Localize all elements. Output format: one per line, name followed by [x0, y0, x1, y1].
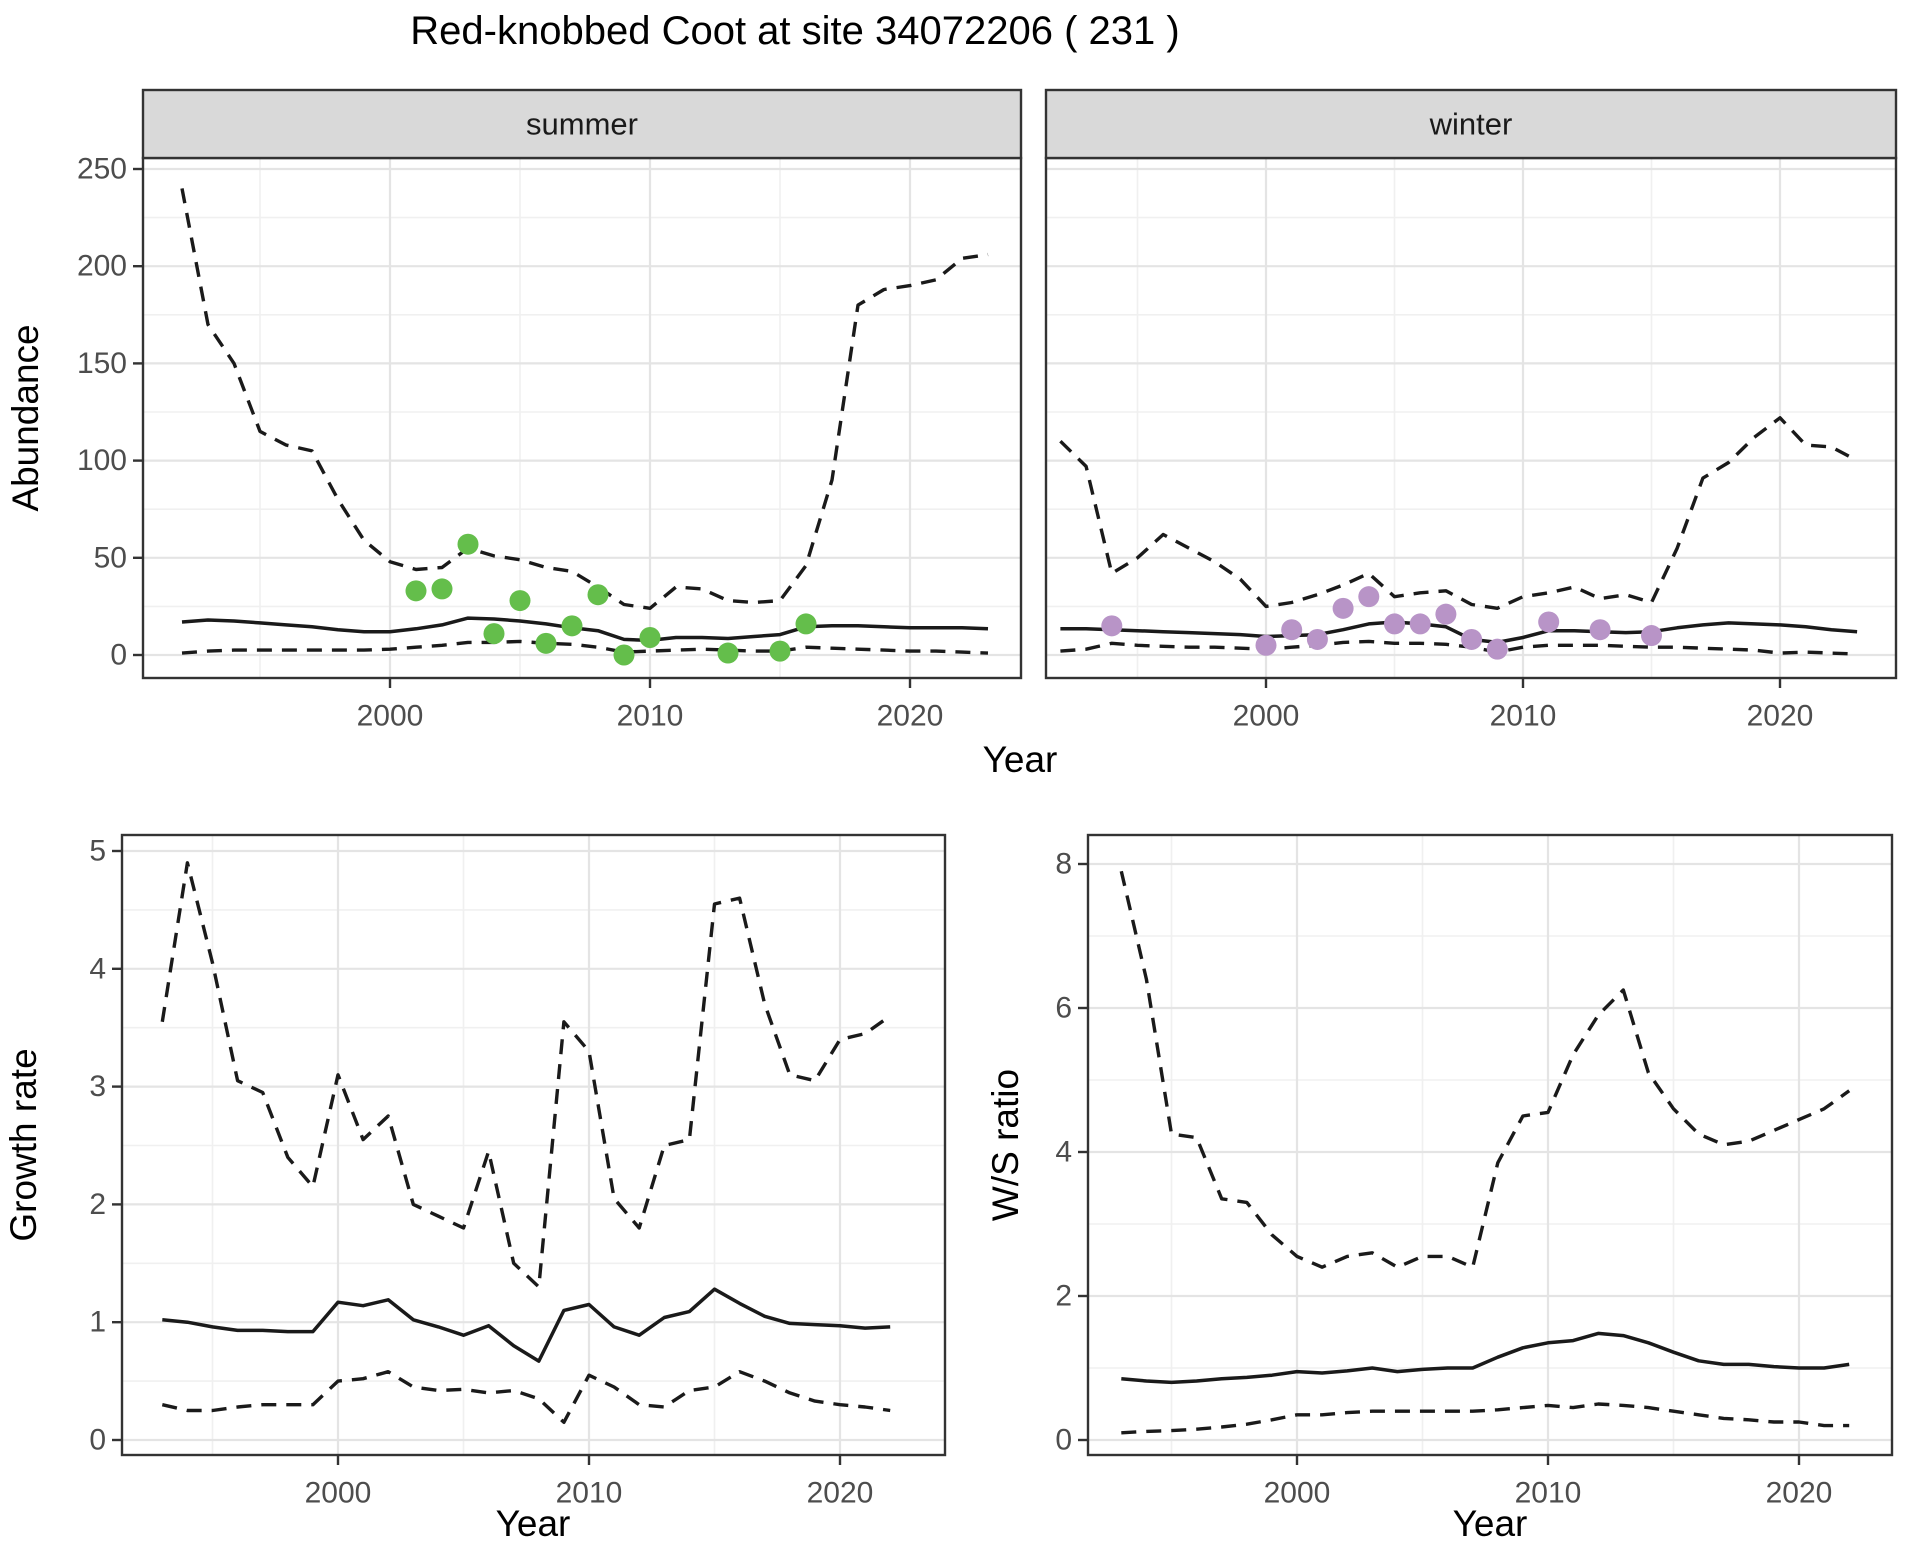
observed-point	[1306, 628, 1328, 650]
y-axis-tick-label: 3	[89, 1070, 106, 1103]
observed-point	[1384, 613, 1405, 635]
y-axis-tick-label: 0	[110, 639, 127, 672]
lower-ci-line	[1060, 639, 1858, 656]
x-axis-title-year-bottom-right: Year	[1453, 1503, 1528, 1544]
panel-growth-rate: 2000 2010 2020 0 1 2 3 4 5	[89, 833, 947, 1510]
observed-point	[1281, 619, 1303, 641]
observed-point	[587, 584, 609, 606]
x-axis-title-year-bottom-left: Year	[496, 1503, 571, 1544]
observed-point	[1538, 611, 1560, 633]
panel-background	[1088, 835, 1892, 1455]
x-axis-tick-label: 2020	[1747, 700, 1814, 733]
y-axis-tick-label: 50	[94, 541, 127, 574]
observed-point	[639, 627, 661, 649]
y-axis-tick-label: 1	[89, 1306, 106, 1339]
y-axis-tick-label: 200	[77, 250, 127, 283]
observed-point	[405, 580, 427, 602]
observed-point	[1461, 628, 1483, 650]
median-line	[181, 616, 989, 643]
y-axis-tick-label: 250	[77, 153, 127, 186]
observed-point	[1332, 597, 1354, 619]
observed-point	[509, 590, 531, 612]
observed-point	[1435, 603, 1457, 625]
x-axis-tick-label: 2000	[1264, 1477, 1331, 1510]
observed-point	[1409, 613, 1431, 635]
panel-border	[120, 833, 947, 1457]
facet-strip-label-summer: summer	[526, 107, 638, 142]
panel-winter: 2000 2010 2020	[1044, 88, 1898, 733]
observed-point	[1486, 638, 1508, 660]
y-axis-title-growth-rate: Growth rate	[3, 1048, 44, 1241]
observed-point	[1358, 586, 1380, 608]
y-axis-tick-label: 4	[89, 952, 106, 985]
y-axis-tick-label: 0	[1055, 1424, 1072, 1457]
observed-point	[795, 613, 817, 635]
x-axis-tick-label: 2020	[1766, 1477, 1833, 1510]
y-axis-tick-label: 2	[1055, 1280, 1072, 1313]
x-axis-tick-label: 2010	[1490, 700, 1557, 733]
upper-ci-line	[180, 188, 989, 610]
lower-ci-line	[181, 639, 989, 655]
x-axis-tick-label: 2010	[1515, 1477, 1582, 1510]
x-axis-tick-label: 2000	[305, 1477, 372, 1510]
lower-ci-line	[1121, 1402, 1850, 1435]
x-axis-tick-label: 2010	[617, 700, 684, 733]
x-axis-tick-label: 2020	[807, 1477, 874, 1510]
y-axis-tick-label: 0	[89, 1424, 106, 1457]
observed-point	[1255, 634, 1277, 656]
panel-w-s-ratio: 2000 2010 2020 0 2 4 6 8	[1055, 833, 1894, 1510]
observed-point	[483, 623, 505, 645]
x-axis-tick-label: 2000	[1233, 700, 1300, 733]
observed-point	[613, 644, 635, 666]
observed-point	[769, 640, 791, 662]
y-axis-title-abundance: Abundance	[5, 324, 46, 511]
y-axis-tick-label: 2	[89, 1188, 106, 1221]
y-axis-tick-label: 5	[89, 835, 106, 868]
facet-strip	[1044, 88, 1898, 160]
median-line	[1060, 620, 1858, 645]
observed-point	[1641, 625, 1662, 647]
y-axis-tick-label: 8	[1055, 848, 1072, 881]
x-axis-tick-label: 2000	[357, 700, 424, 733]
median-line	[162, 1287, 891, 1363]
panel-background	[143, 158, 1021, 678]
panel-border	[1086, 833, 1894, 1457]
panel-background	[1046, 158, 1896, 678]
facet-strip-label-winter: winter	[1429, 107, 1513, 142]
upper-ci-line	[160, 861, 892, 1289]
lower-ci-line	[161, 1370, 891, 1424]
x-axis-tick-label: 2020	[877, 700, 944, 733]
x-axis-tick-label: 2010	[556, 1477, 623, 1510]
observed-point	[1101, 615, 1123, 637]
panel-summer: 2000 2010 2020 0 50 100 150 200 250	[77, 88, 1023, 733]
observed-point	[457, 533, 479, 555]
y-axis-title-ws-ratio: W/S ratio	[985, 1069, 1026, 1221]
y-axis-tick-label: 100	[77, 444, 127, 477]
observed-point	[1589, 619, 1611, 641]
observed-point	[561, 615, 583, 637]
facet-strip	[141, 88, 1023, 160]
plot-title: Red-knobbed Coot at site 34072206 ( 231 …	[410, 9, 1179, 53]
x-axis-title-year-top: Year	[983, 739, 1058, 780]
observed-point	[535, 632, 557, 654]
y-axis-tick-label: 150	[77, 347, 127, 380]
observed-point	[717, 642, 739, 664]
y-axis-tick-label: 6	[1055, 992, 1072, 1025]
upper-ci-line	[1119, 870, 1851, 1269]
observed-point	[431, 578, 453, 600]
upper-ci-line	[1059, 416, 1858, 610]
median-line	[1121, 1331, 1850, 1385]
y-axis-tick-label: 4	[1055, 1136, 1072, 1169]
